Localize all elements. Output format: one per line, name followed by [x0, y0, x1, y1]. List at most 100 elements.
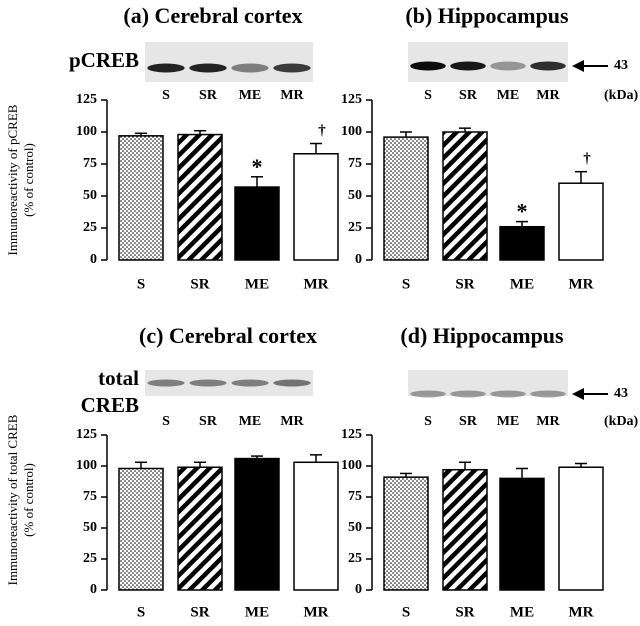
size-unit: (kDa)	[604, 414, 639, 429]
y-tick-label: 100	[76, 124, 97, 139]
bar	[558, 466, 604, 591]
lane-label: S	[424, 88, 432, 103]
y-tick-label: 50	[348, 188, 362, 203]
blot-band	[231, 63, 269, 73]
x-tick-label: SR	[455, 276, 474, 292]
blot-image	[408, 370, 568, 396]
lane-label: MR	[280, 88, 304, 103]
blot-band	[273, 63, 311, 73]
size-marker: 43	[614, 386, 628, 401]
bar	[293, 153, 339, 261]
bar	[293, 461, 339, 591]
bar	[383, 136, 429, 261]
lane-label: ME	[497, 414, 520, 429]
bar	[234, 186, 280, 261]
x-tick-label: ME	[245, 276, 269, 292]
lane-label: SR	[459, 88, 478, 103]
bar	[177, 466, 223, 591]
blot-band	[273, 379, 311, 387]
blot-band	[490, 61, 526, 71]
lane-label: S	[162, 88, 170, 103]
panel-title: (b) Hippocampus	[405, 3, 569, 28]
lane-label: MR	[536, 88, 560, 103]
lane-label: S	[162, 414, 170, 429]
y-axis-label: Immunoreactivity of pCREB	[5, 104, 20, 255]
x-tick-label: MR	[304, 276, 329, 292]
y-tick-label: 100	[341, 458, 362, 473]
lane-label: SR	[459, 414, 478, 429]
bar	[499, 225, 545, 261]
x-tick-label: MR	[569, 276, 594, 292]
blot-image	[145, 42, 313, 82]
y-axis-label: (% of control)	[21, 143, 36, 217]
x-tick-label: SR	[455, 604, 474, 620]
lane-label: ME	[239, 414, 262, 429]
x-tick-label: MR	[304, 604, 329, 620]
blot-band	[410, 390, 446, 398]
x-tick-label: S	[137, 604, 145, 620]
x-tick-label: S	[137, 276, 145, 292]
x-tick-label: ME	[510, 604, 534, 620]
blot-band	[410, 61, 446, 71]
y-tick-label: 125	[76, 92, 97, 107]
x-tick-label: ME	[245, 604, 269, 620]
panel-title: (a) Cerebral cortex	[123, 3, 302, 28]
bar	[499, 477, 545, 591]
y-tick-label: 25	[348, 551, 362, 566]
significance-mark: †	[318, 123, 326, 139]
blot-label: pCREB	[69, 48, 139, 72]
x-tick-label: SR	[190, 604, 209, 620]
blot-label: CREB	[81, 393, 139, 417]
blot-band	[189, 379, 227, 387]
blot-label: total	[98, 366, 139, 390]
significance-mark: *	[517, 199, 528, 224]
y-tick-label: 75	[348, 489, 362, 504]
blot-band	[147, 379, 185, 387]
panel-title: (d) Hippocampus	[400, 323, 564, 348]
y-tick-label: 0	[90, 252, 97, 267]
size-unit: (kDa)	[604, 88, 639, 103]
x-tick-label: SR	[190, 276, 209, 292]
lane-label: SR	[199, 88, 218, 103]
bar	[118, 135, 164, 261]
bar	[442, 131, 488, 261]
y-tick-label: 25	[348, 220, 362, 235]
y-tick-label: 75	[83, 156, 97, 171]
blot-band	[490, 390, 526, 398]
y-tick-label: 50	[348, 520, 362, 535]
bar	[558, 182, 604, 261]
x-tick-label: MR	[569, 604, 594, 620]
lane-label: SR	[199, 414, 218, 429]
significance-mark: *	[252, 154, 263, 179]
y-tick-label: 50	[83, 188, 97, 203]
lane-label: S	[424, 414, 432, 429]
y-tick-label: 75	[348, 156, 362, 171]
blot-band	[530, 61, 566, 71]
blot-band	[450, 390, 486, 398]
y-axis-label: Immunoreactivity of total CREB	[5, 414, 20, 585]
significance-mark: †	[583, 151, 591, 167]
y-axis-label: (% of control)	[21, 463, 36, 537]
arrow-head	[572, 60, 584, 72]
blot-band	[189, 63, 227, 73]
blot-band	[530, 390, 566, 398]
panel-title: (c) Cerebral cortex	[139, 323, 317, 348]
arrow-head	[572, 388, 584, 400]
y-tick-label: 0	[90, 582, 97, 597]
y-tick-label: 125	[76, 427, 97, 442]
x-tick-label: S	[402, 276, 410, 292]
blot-band	[147, 63, 185, 73]
y-tick-label: 25	[83, 220, 97, 235]
x-tick-label: ME	[510, 276, 534, 292]
lane-label: ME	[239, 88, 262, 103]
blot-band	[450, 61, 486, 71]
size-marker: 43	[614, 58, 628, 73]
bar	[118, 467, 164, 591]
lane-label: MR	[536, 414, 560, 429]
y-tick-label: 0	[355, 582, 362, 597]
bar	[383, 476, 429, 591]
lane-label: ME	[497, 88, 520, 103]
x-tick-label: S	[402, 604, 410, 620]
lane-label: MR	[280, 414, 304, 429]
